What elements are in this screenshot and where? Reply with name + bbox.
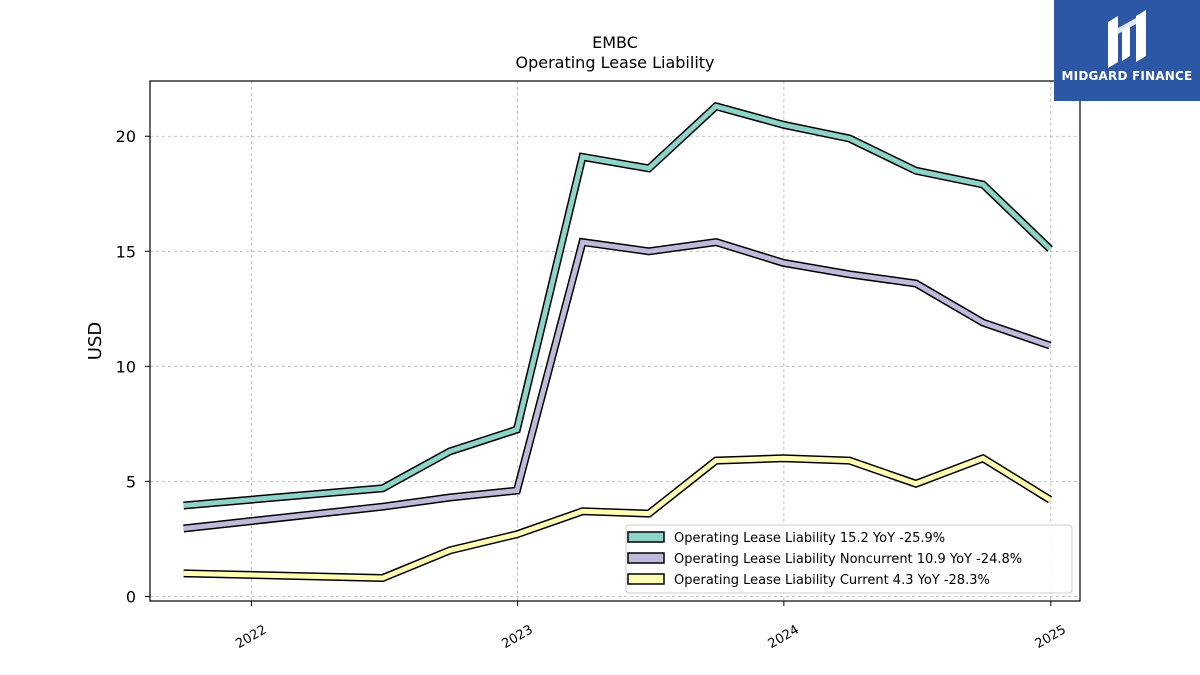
- y-tick-label: 15: [116, 242, 136, 261]
- brand-name: MIDGARD FINANCE: [1061, 69, 1193, 83]
- x-tick-label: 2025: [1033, 622, 1069, 652]
- legend-swatch: [627, 531, 665, 543]
- legend: Operating Lease Liability 15.2 YoY -25.9…: [625, 524, 1073, 594]
- legend-label: Operating Lease Liability Noncurrent 10.…: [674, 552, 1022, 567]
- series-line-operating-lease-liability-noncurrent: [183, 239, 1051, 531]
- legend-label: Operating Lease Liability Current 4.3 Yo…: [674, 573, 990, 588]
- y-tick-label: 5: [126, 472, 136, 491]
- x-tick-label: 2022: [233, 622, 269, 652]
- legend-swatch: [627, 573, 665, 585]
- y-tick-label: 20: [116, 127, 136, 146]
- y-axis-ticks: 0 5 10 15 20: [116, 127, 150, 606]
- series-lines: [183, 101, 1053, 583]
- series-line-operating-lease-liability: [183, 103, 1052, 508]
- brand-logo: MIDGARD FINANCE: [1054, 0, 1200, 101]
- y-axis-label: USD: [85, 322, 106, 360]
- x-tick-label: 2024: [766, 622, 802, 652]
- series-line-outline-operating-lease-liability: [183, 101, 1053, 510]
- chart-title: EMBC: [592, 33, 638, 52]
- y-tick-label: 10: [116, 357, 136, 376]
- midgard-logo-mark-icon: [1108, 10, 1146, 68]
- legend-swatch: [627, 552, 665, 564]
- x-axis-ticks: 2022 2023 2024 2025: [233, 601, 1069, 652]
- series-line-operating-lease-liability-current: [183, 455, 1052, 581]
- legend-label: Operating Lease Liability 15.2 YoY -25.9…: [674, 531, 945, 546]
- x-tick-label: 2023: [499, 622, 535, 652]
- legend-box: [625, 524, 1073, 594]
- chart-subtitle: Operating Lease Liability: [515, 53, 714, 72]
- y-tick-label: 0: [126, 587, 136, 606]
- plot-area-frame: [149, 80, 1081, 602]
